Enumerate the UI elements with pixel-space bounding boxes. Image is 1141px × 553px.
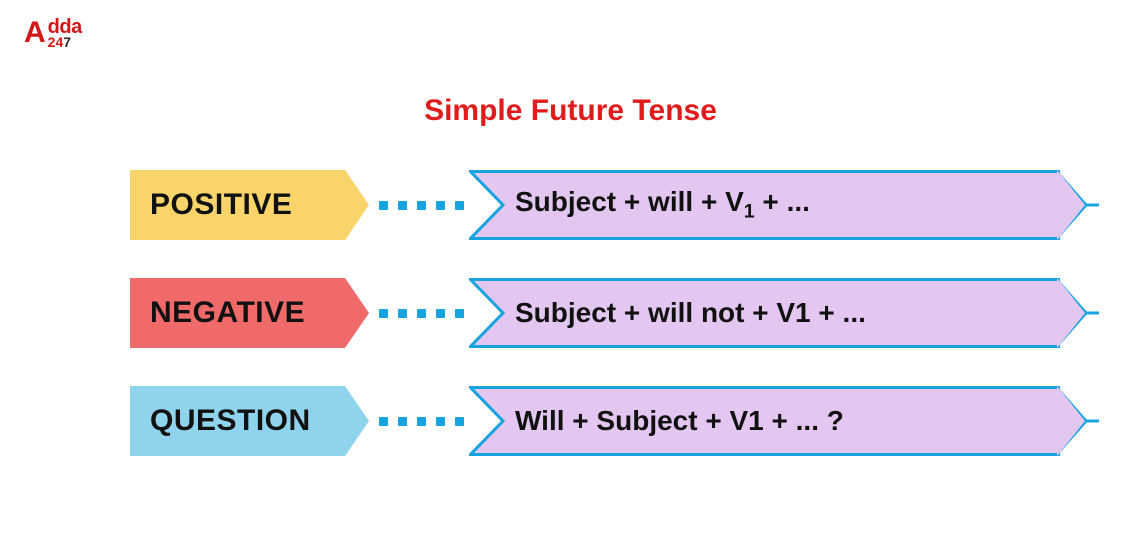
- page-title: Simple Future Tense: [424, 94, 717, 128]
- category-badge: QUESTION: [130, 386, 345, 456]
- logo-247: 247: [48, 36, 82, 49]
- dot-icon: [398, 417, 407, 426]
- formula-box: Subject + will + V1 + ...: [470, 170, 1060, 240]
- diagram-row: QUESTION Will + Subject + V1 + ... ?: [130, 386, 1060, 456]
- dot-icon: [417, 309, 426, 318]
- chevron-right-border: [1057, 170, 1088, 240]
- connector-dots: [379, 201, 464, 210]
- dot-icon: [398, 201, 407, 210]
- tail-line: [1085, 204, 1099, 207]
- chevron-right-border: [1057, 278, 1088, 348]
- formula-box: Will + Subject + V1 + ... ?: [470, 386, 1060, 456]
- dot-icon: [436, 201, 445, 210]
- category-badge: NEGATIVE: [130, 278, 345, 348]
- dot-icon: [398, 309, 407, 318]
- chevron-left-border: [469, 278, 507, 348]
- diagram-rows: POSITIVE Subject + will + V1 + ... NEGATIV…: [130, 170, 1060, 456]
- dot-icon: [455, 201, 464, 210]
- chevron-left-border: [469, 170, 507, 240]
- dot-icon: [379, 309, 388, 318]
- dot-icon: [417, 417, 426, 426]
- tail-line: [1085, 312, 1099, 315]
- diagram-row: POSITIVE Subject + will + V1 + ...: [130, 170, 1060, 240]
- dot-icon: [436, 309, 445, 318]
- formula-text: Subject + will not + V1 + ...: [515, 297, 866, 329]
- chevron-left-border: [469, 386, 507, 456]
- dot-icon: [455, 309, 464, 318]
- dot-icon: [417, 201, 426, 210]
- formula-box: Subject + will not + V1 + ...: [470, 278, 1060, 348]
- diagram-row: NEGATIVE Subject + will not + V1 + ...: [130, 278, 1060, 348]
- formula-text: Subject + will + V1 + ...: [515, 186, 810, 224]
- chevron-right-border: [1057, 386, 1088, 456]
- category-badge: POSITIVE: [130, 170, 345, 240]
- brand-logo: A dda 247: [24, 18, 82, 49]
- tail-line: [1085, 420, 1099, 423]
- connector-dots: [379, 309, 464, 318]
- dot-icon: [379, 201, 388, 210]
- dot-icon: [455, 417, 464, 426]
- dot-icon: [436, 417, 445, 426]
- connector-dots: [379, 417, 464, 426]
- formula-text: Will + Subject + V1 + ... ?: [515, 405, 844, 437]
- dot-icon: [379, 417, 388, 426]
- logo-letter: A: [24, 18, 46, 48]
